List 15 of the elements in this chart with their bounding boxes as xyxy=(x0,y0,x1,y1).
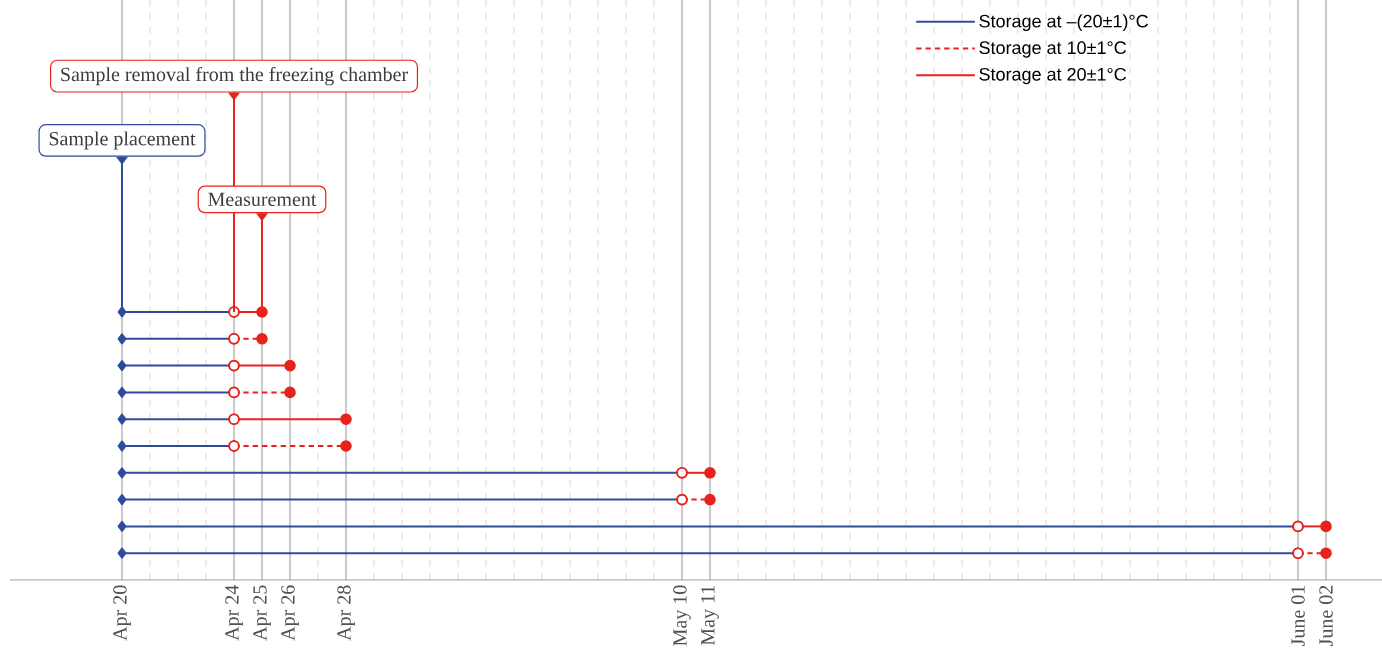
legend-label: Storage at 10±1°C xyxy=(979,41,1126,58)
legend-label: Storage at –(20±1)°C xyxy=(979,14,1148,32)
x-tick-label: May 10 xyxy=(673,585,691,646)
annotation: Sample placement xyxy=(49,131,196,150)
x-tick-label: Apr 25 xyxy=(253,585,271,641)
x-tick-label: Apr 26 xyxy=(281,585,299,641)
x-tick-label: Apr 20 xyxy=(113,585,131,641)
legend-label: Storage at 20±1°C xyxy=(979,67,1126,85)
x-tick-label: May 11 xyxy=(701,585,719,646)
x-tick-label: June 02 xyxy=(1319,585,1333,646)
annotation: Measurement xyxy=(208,192,317,207)
x-tick-label: Apr 24 xyxy=(225,585,243,641)
annotation: Sample removal from the freezing chamber xyxy=(61,66,408,86)
x-tick-label: Apr 28 xyxy=(337,585,355,641)
x-tick-label: June 01 xyxy=(1291,585,1305,646)
